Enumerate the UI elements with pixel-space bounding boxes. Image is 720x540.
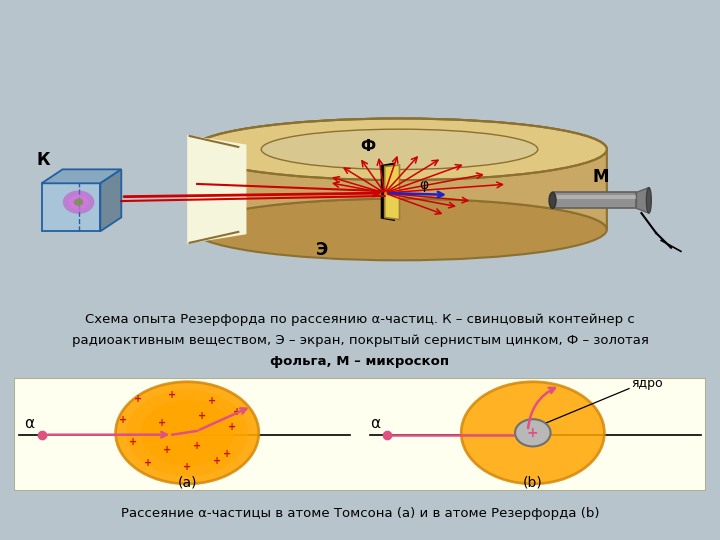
Text: +: +	[222, 449, 230, 458]
Text: +: +	[183, 462, 192, 472]
Polygon shape	[187, 135, 246, 244]
Text: ядро: ядро	[631, 377, 663, 390]
Text: М: М	[592, 168, 608, 186]
Text: Рассеяние α-частицы в атоме Томсона (а) и в атоме Резерфорда (b): Рассеяние α-частицы в атоме Томсона (а) …	[121, 507, 599, 519]
Circle shape	[63, 191, 94, 214]
Ellipse shape	[140, 400, 234, 466]
Text: +: +	[163, 445, 171, 455]
Text: φ: φ	[419, 178, 428, 192]
Circle shape	[73, 199, 84, 206]
Text: К: К	[37, 151, 50, 168]
Ellipse shape	[126, 389, 248, 476]
Ellipse shape	[192, 118, 607, 180]
Text: (b): (b)	[523, 476, 543, 490]
Polygon shape	[42, 170, 121, 183]
Text: +: +	[119, 415, 127, 424]
Text: +: +	[168, 390, 176, 400]
Text: +: +	[213, 456, 221, 466]
Polygon shape	[636, 187, 649, 213]
Ellipse shape	[647, 187, 652, 213]
Circle shape	[68, 195, 89, 210]
Text: +: +	[208, 396, 216, 406]
Polygon shape	[552, 195, 636, 199]
Text: +: +	[144, 458, 152, 468]
Ellipse shape	[116, 382, 258, 484]
Text: α: α	[24, 416, 35, 431]
Ellipse shape	[549, 192, 556, 208]
Polygon shape	[381, 163, 395, 221]
Text: Ф: Ф	[360, 139, 375, 154]
Text: +: +	[228, 422, 235, 432]
Circle shape	[515, 419, 551, 447]
Polygon shape	[192, 118, 607, 230]
Text: радиоактивным веществом, Э – экран, покрытый сернистым цинком, Ф – золотая: радиоактивным веществом, Э – экран, покр…	[71, 334, 649, 347]
FancyBboxPatch shape	[14, 378, 706, 491]
Ellipse shape	[192, 199, 607, 260]
Polygon shape	[384, 165, 400, 220]
Text: +: +	[198, 411, 206, 421]
Polygon shape	[552, 192, 636, 208]
Text: фольга, М – микроскоп: фольга, М – микроскоп	[271, 355, 449, 368]
Polygon shape	[42, 183, 100, 231]
Text: Схема опыта Резерфорда по рассеянию α-частиц. К – свинцовый контейнер с: Схема опыта Резерфорда по рассеянию α-ча…	[85, 313, 635, 326]
Text: (a): (a)	[177, 476, 197, 490]
Polygon shape	[100, 170, 121, 231]
Text: +: +	[134, 394, 142, 404]
Text: +: +	[129, 437, 137, 447]
Ellipse shape	[462, 382, 604, 484]
Text: α: α	[370, 416, 380, 431]
Text: +: +	[193, 441, 201, 451]
Text: +: +	[233, 407, 240, 417]
Text: Э: Э	[315, 241, 328, 259]
Ellipse shape	[116, 382, 258, 484]
Text: +: +	[158, 418, 166, 428]
Ellipse shape	[261, 129, 538, 170]
Text: +: +	[527, 426, 539, 440]
